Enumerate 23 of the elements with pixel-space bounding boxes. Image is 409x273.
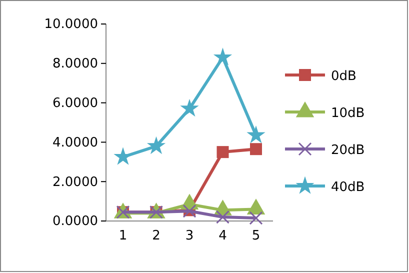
x-tick-label: 1 <box>118 228 128 244</box>
y-tick-label: 10.0000 <box>44 17 98 32</box>
x-tick-label: 3 <box>185 228 194 244</box>
y-tick-label: 2.0000 <box>52 174 98 190</box>
point <box>180 98 199 117</box>
x-tick-label: 2 <box>152 228 160 244</box>
point <box>249 211 263 225</box>
legend-label: 20dB <box>331 143 365 158</box>
point <box>146 136 166 154</box>
point <box>216 146 229 158</box>
y-tick-label: 6.0000 <box>52 96 98 111</box>
point <box>216 210 230 224</box>
y-tick-label: 4.0000 <box>52 135 98 150</box>
y-tick-label: 8.0000 <box>52 56 98 72</box>
legend-label: 10dB <box>331 106 365 121</box>
point <box>213 48 232 66</box>
y-tick-label: 0.0000 <box>52 214 98 230</box>
legend-label: 0dB <box>331 69 356 84</box>
x-tick-label: 4 <box>218 228 227 244</box>
point <box>250 143 262 156</box>
legend-label: 40dB <box>331 180 365 195</box>
x-tick-label: 5 <box>252 228 260 244</box>
point <box>246 125 266 144</box>
